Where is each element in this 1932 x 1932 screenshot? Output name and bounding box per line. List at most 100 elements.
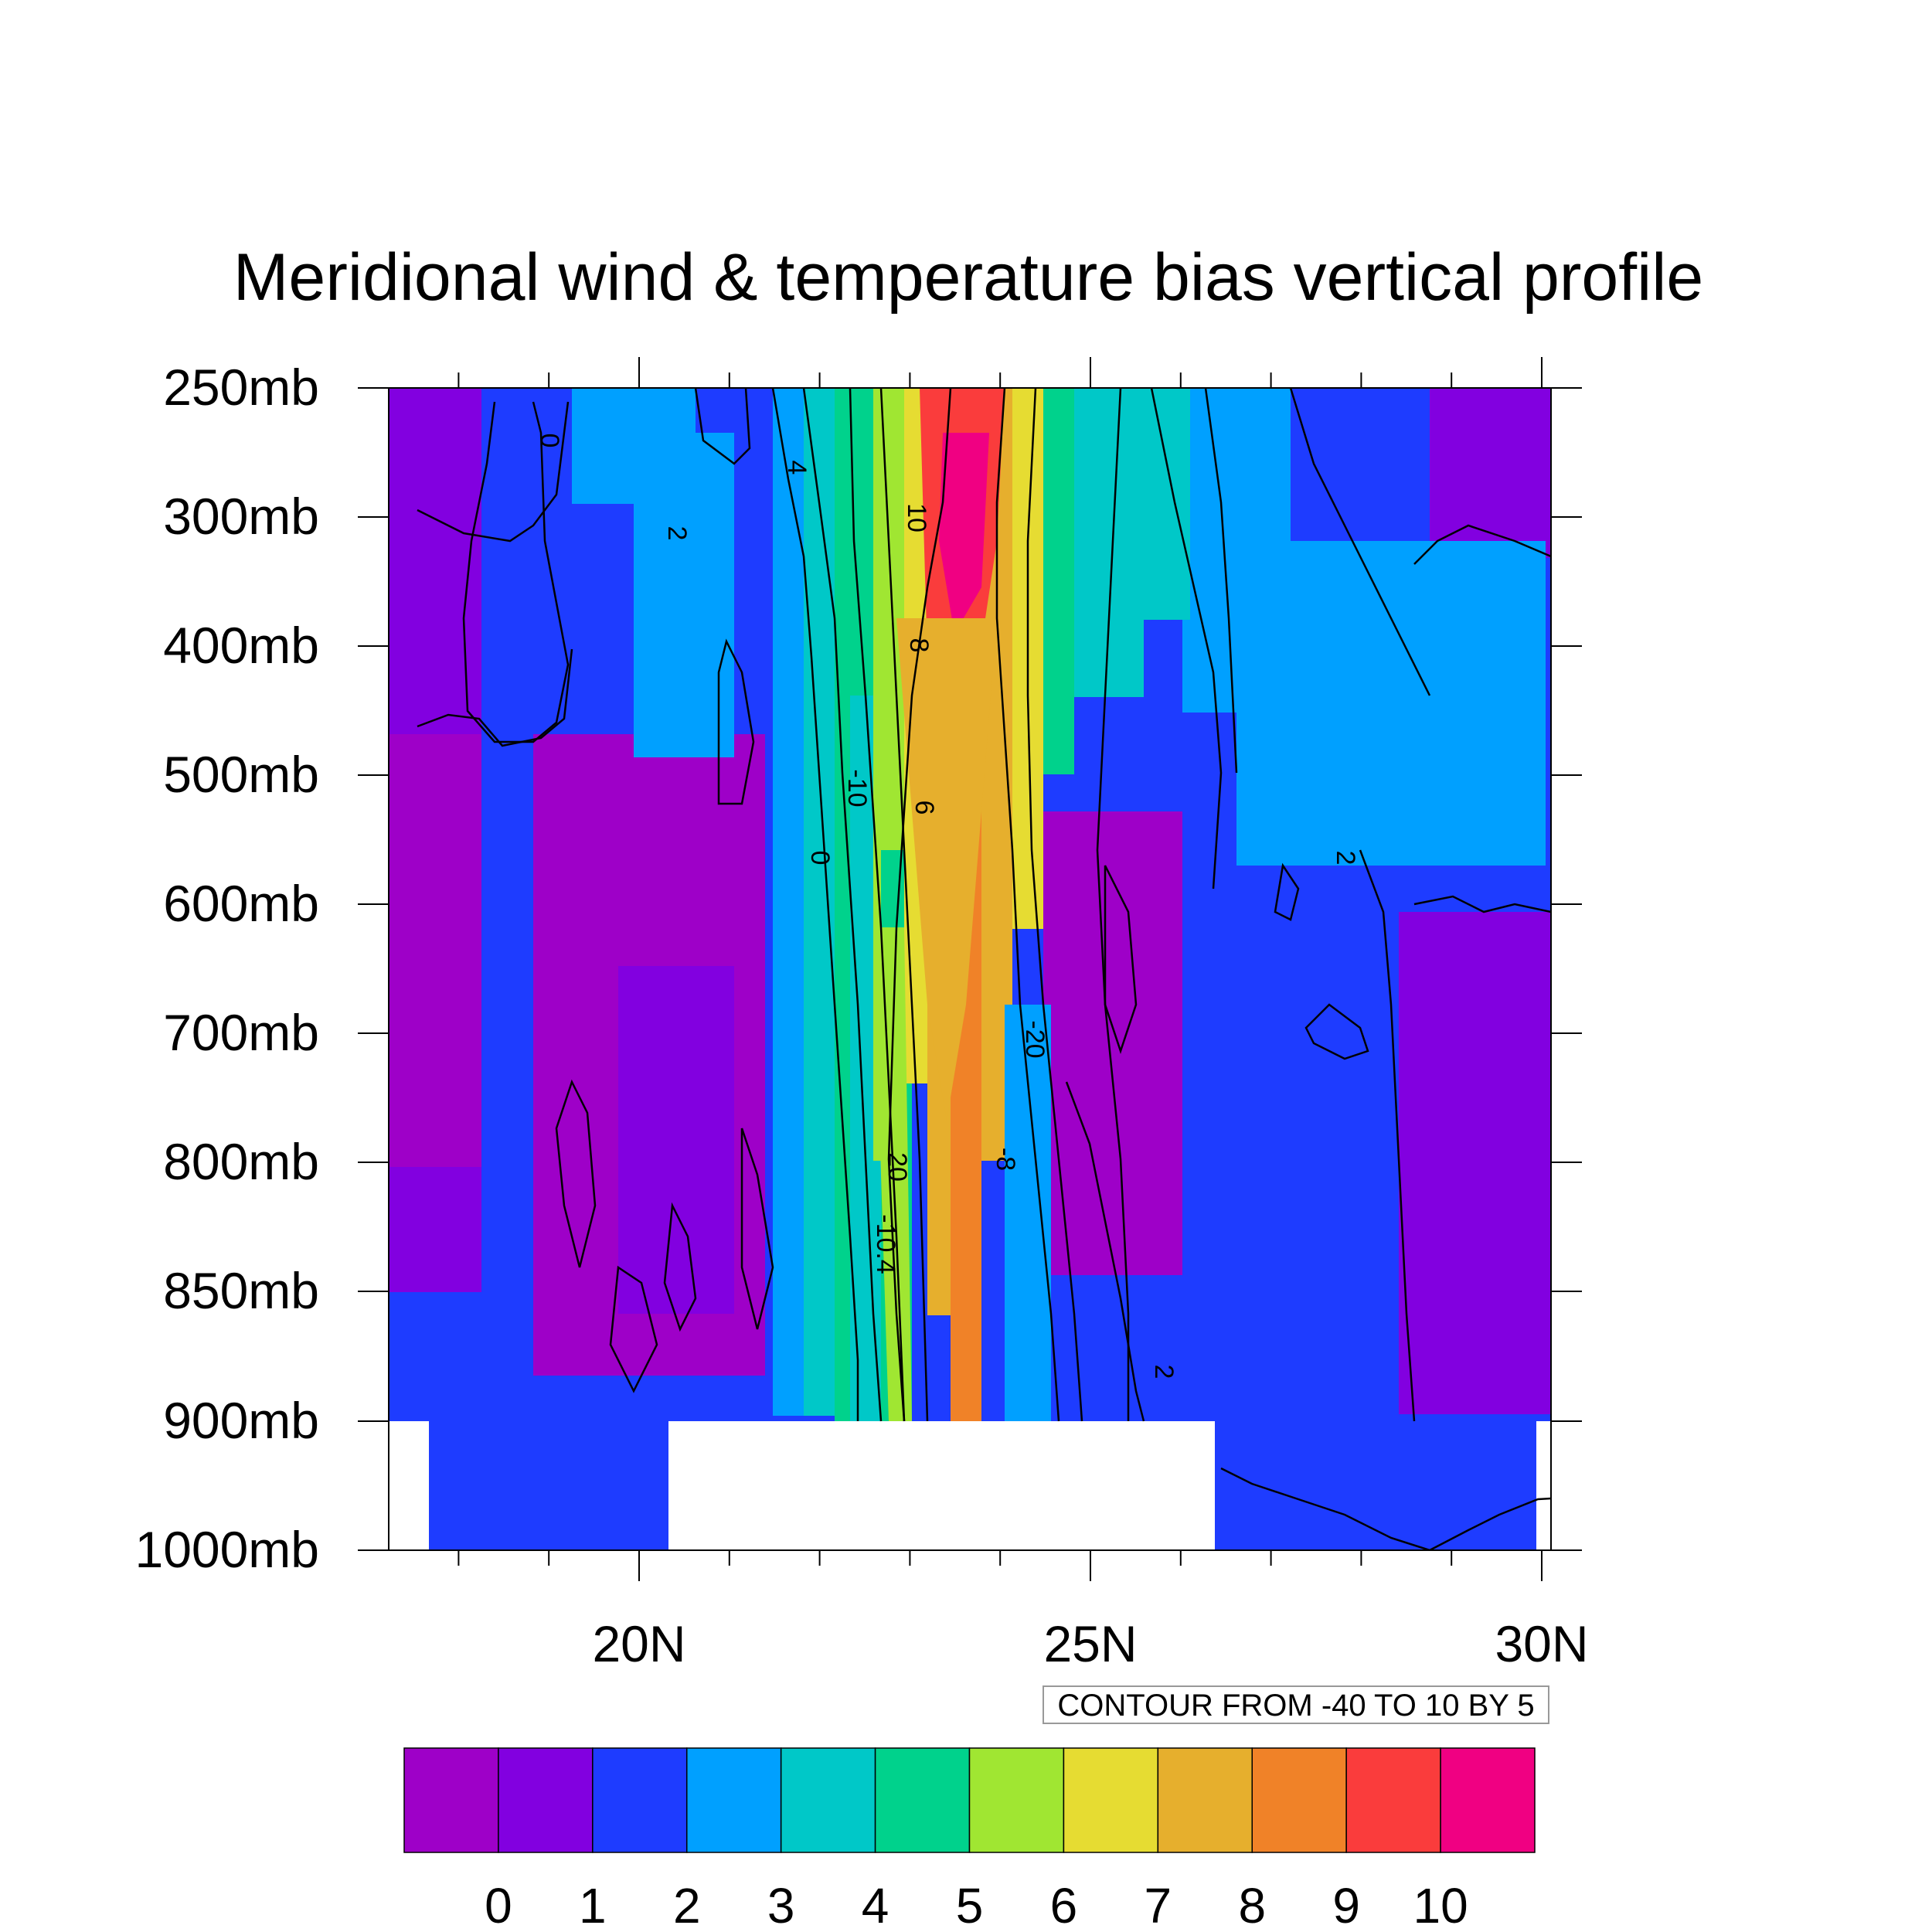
colorbar-swatch-1 (498, 1747, 594, 1853)
contour-line-27 (663, 1202, 697, 1332)
colorbar-label-8: 8 (1238, 1878, 1266, 1932)
shade-band-6 (1430, 388, 1551, 558)
contour-line-14 (1204, 388, 1238, 774)
colorbar-swatch-2 (592, 1747, 688, 1853)
contour-line-25 (555, 1079, 597, 1268)
colorbar-swatch-5 (874, 1747, 971, 1853)
y-tick-label-0: 250mb (163, 359, 319, 416)
shade-band-24 (1144, 388, 1190, 620)
shade-band-3 (618, 966, 734, 1314)
contour-label-10: -10.4 (871, 1214, 900, 1274)
shade-core-7 (896, 618, 997, 1121)
contour-line-3 (417, 648, 573, 747)
y-tick-label-7: 850mb (163, 1262, 319, 1319)
axes (358, 357, 1582, 1581)
contour-info-box: CONTOUR FROM -40 TO 10 BY 5 (1043, 1685, 1549, 1724)
colorbar-swatch-4 (780, 1747, 876, 1853)
shade-band-23 (1074, 388, 1144, 697)
contour-line-19 (1413, 895, 1551, 913)
y-tick-label-3: 500mb (163, 746, 319, 803)
colorbar-label-10: 10 (1413, 1878, 1468, 1932)
contour-label-0: 0 (535, 434, 564, 448)
contour-label-3: 10 (902, 503, 931, 532)
colorbar-swatch-10 (1345, 1747, 1441, 1853)
contour-line-21 (1220, 1467, 1430, 1550)
colorbar-swatch-11 (1440, 1747, 1536, 1853)
x-tick-label-0: 20N (592, 1615, 685, 1672)
colorbar-swatch-8 (1157, 1747, 1253, 1853)
colorbar-label-3: 3 (767, 1878, 795, 1932)
colorbar-label-2: 2 (673, 1878, 701, 1932)
contour-info-frame (1043, 1685, 1549, 1724)
shade-band-4 (1043, 811, 1182, 1275)
contour-label-11: 2 (1331, 851, 1360, 866)
y-tick-label-2: 400mb (163, 617, 319, 674)
contour-line-11 (887, 388, 952, 1422)
plot-border (388, 387, 1552, 1551)
missing-data-mask-1 (668, 1421, 1215, 1550)
contour-line-9 (995, 388, 1060, 1422)
contour-label-2: 4 (782, 461, 811, 475)
shade-band-5 (1399, 912, 1551, 1414)
contour-label-1: 2 (662, 526, 692, 541)
x-tick-label-1: 25N (1043, 1615, 1137, 1672)
contour-line-17 (1289, 388, 1431, 696)
contour-line-18 (1359, 849, 1416, 1422)
colorbar-label-6: 6 (1050, 1878, 1078, 1932)
contour-label-13: 2 (1149, 1365, 1179, 1379)
colorbar-swatch-0 (403, 1747, 499, 1853)
contour-label-9: -8 (991, 1148, 1020, 1171)
contour-line-4 (717, 638, 755, 805)
contour-info-text: CONTOUR FROM -40 TO 10 BY 5 (1057, 1689, 1534, 1723)
y-tick-label-5: 700mb (163, 1004, 319, 1061)
y-tick-label-4: 600mb (163, 875, 319, 932)
colorbar-swatch-6 (968, 1747, 1065, 1853)
colorbar-label-7: 7 (1145, 1878, 1172, 1932)
contour-label-6: 6 (910, 801, 939, 815)
contour-label-7: -20 (1020, 1020, 1049, 1058)
colorbar-label-5: 5 (956, 1878, 984, 1932)
contour-line-20 (1413, 524, 1551, 565)
contour-line-2 (694, 388, 751, 465)
x-tick-labels: 20N 25N 30N (592, 1615, 1588, 1672)
colorbar-swatch-9 (1251, 1747, 1347, 1853)
contour-line-1 (462, 401, 570, 743)
y-tick-label-1: 300mb (163, 488, 319, 545)
colorbar (403, 1747, 1536, 1853)
missing-data-masks (389, 1421, 1551, 1550)
contour-label-8: 20 (883, 1152, 912, 1182)
y-tick-label-9: 1000mb (134, 1521, 319, 1578)
colorbar-label-0: 0 (485, 1878, 512, 1932)
shade-core-10 (939, 433, 989, 634)
contour-label-5: -10 (842, 769, 872, 807)
missing-data-mask-0 (389, 1421, 429, 1550)
y-tick-labels: 250mb 300mb 400mb 500mb 600mb 700mb 800mb 850mb… (134, 359, 319, 1578)
shade-band-8 (634, 433, 734, 757)
wind-shading (389, 388, 1551, 1550)
contour-line-22 (1429, 1497, 1551, 1550)
contour-line-28 (740, 1128, 774, 1330)
contour-label-4: 8 (904, 638, 934, 653)
shade-band-10 (1236, 541, 1546, 866)
colorbar-swatch-3 (686, 1747, 782, 1853)
missing-data-mask-2 (1536, 1421, 1551, 1550)
x-tick-label-2: 30N (1495, 1615, 1588, 1672)
shade-band-22 (1043, 388, 1074, 774)
shade-band-1 (389, 734, 481, 1167)
colorbar-label-9: 9 (1332, 1878, 1360, 1932)
contour-line-7 (849, 388, 906, 1422)
contour-line-13 (1150, 388, 1223, 889)
contour-line-15 (1274, 862, 1300, 921)
chart-title: Meridional wind & temperature bias verti… (233, 240, 1703, 315)
contour-line-24 (1104, 865, 1138, 1054)
contour-label-12: 0 (805, 851, 835, 866)
contour-line-5 (771, 388, 859, 1421)
temperature-bias-contours (417, 388, 1551, 1550)
contour-line-8 (879, 388, 929, 1422)
contour-line-26 (609, 1265, 658, 1393)
contour-line-6 (802, 388, 883, 1422)
y-tick-label-8: 900mb (163, 1392, 319, 1449)
colorbar-label-1: 1 (579, 1878, 607, 1932)
colorbar-labels: 0 1 2 3 4 5 6 7 8 9 10 (485, 1878, 1468, 1932)
